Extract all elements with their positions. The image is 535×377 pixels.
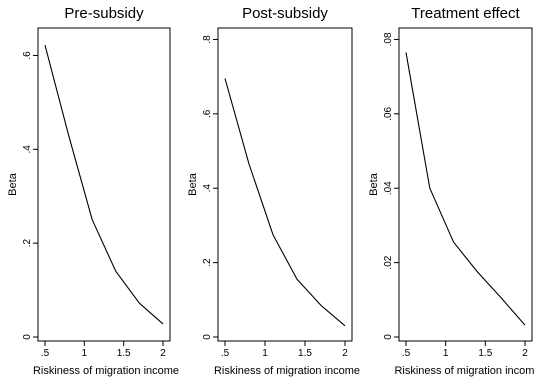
plot-frame	[37, 27, 171, 342]
y-axis-label: Beta	[7, 172, 19, 196]
x-axis-label: Riskiness of migration income	[394, 365, 535, 377]
x-tick-label: 1	[82, 348, 88, 359]
y-tick-label: 0	[22, 334, 33, 340]
y-tick-label: .04	[383, 181, 394, 195]
chart-panel-3: Treatment effect Beta Riskiness of migrati…	[368, 5, 535, 377]
y-tick-label: .6	[22, 51, 33, 60]
x-axis-label: Riskiness of migration income	[33, 365, 179, 377]
y-tick-label: .4	[202, 184, 213, 193]
chart-panel-1: Pre-subsidy Beta Riskiness of migration in…	[7, 5, 179, 377]
y-tick-label: 0	[383, 334, 394, 340]
plot-frame	[217, 27, 353, 342]
x-axis-label: Riskiness of migration income	[214, 365, 360, 377]
chart-title: Pre-subsidy	[64, 5, 144, 22]
chart-title: Post-subsidy	[242, 5, 328, 22]
plot-frame	[398, 27, 533, 342]
x-tick-label: 1	[443, 348, 449, 359]
x-tick-label: .5	[41, 348, 50, 359]
x-tick-label: 1.5	[298, 348, 312, 359]
y-tick-label: .4	[22, 145, 33, 154]
series-line	[405, 52, 526, 326]
x-tick-label: .5	[221, 348, 230, 359]
x-tick-label: 1.5	[478, 348, 492, 359]
y-tick-label: 0	[202, 334, 213, 340]
x-tick-label: 1	[262, 348, 268, 359]
y-tick-label: .2	[22, 239, 33, 248]
x-tick-label: 2	[342, 348, 348, 359]
x-tick-label: 2	[160, 348, 166, 359]
y-axis-label: Beta	[368, 172, 380, 196]
y-axis-label: Beta	[187, 172, 199, 196]
series-line	[224, 78, 346, 327]
x-tick-label: 1.5	[117, 348, 131, 359]
y-tick-label: .6	[202, 109, 213, 118]
chart-title: Treatment effect	[411, 5, 520, 22]
y-tick-label: .2	[202, 258, 213, 267]
chart-panel-2: Post-subsidy Beta Riskiness of migration i…	[187, 5, 360, 377]
y-tick-label: .08	[383, 32, 394, 46]
y-tick-label: .02	[383, 255, 394, 269]
y-tick-label: .06	[383, 106, 394, 120]
y-tick-label: .8	[202, 35, 213, 44]
x-tick-label: .5	[402, 348, 411, 359]
series-line	[44, 44, 164, 325]
x-tick-label: 2	[522, 348, 528, 359]
